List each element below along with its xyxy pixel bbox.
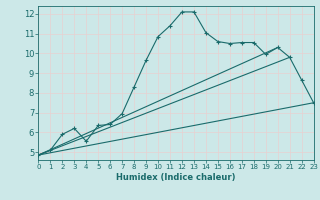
X-axis label: Humidex (Indice chaleur): Humidex (Indice chaleur) (116, 173, 236, 182)
